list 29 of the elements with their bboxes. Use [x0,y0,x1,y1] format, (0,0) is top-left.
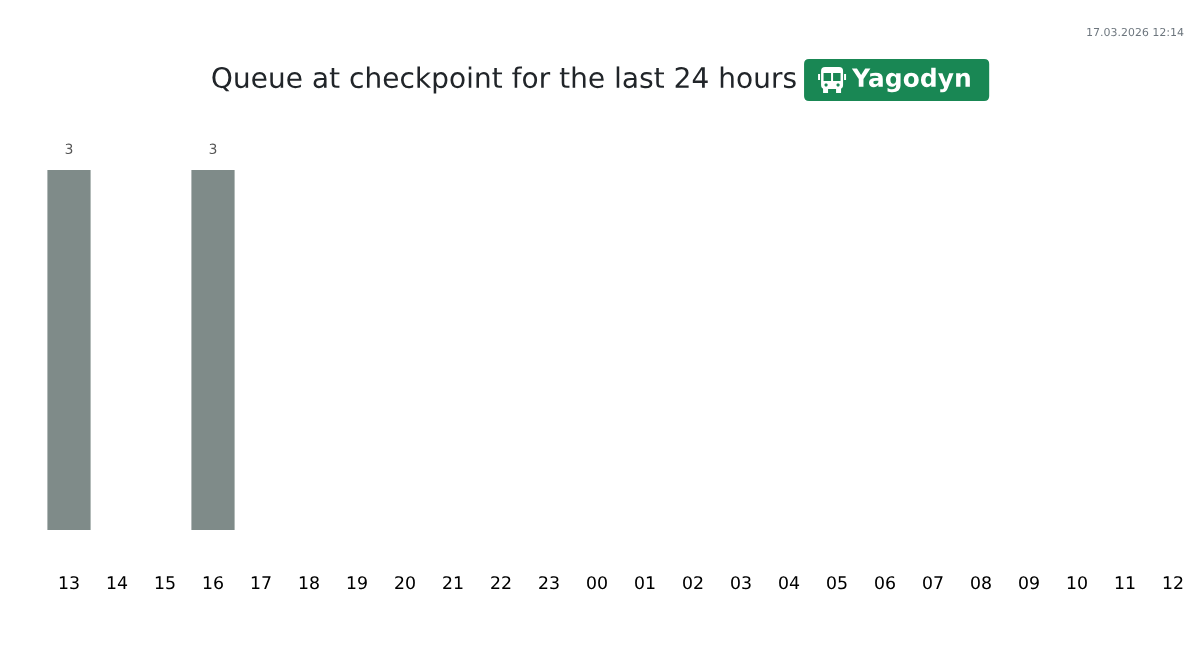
x-tick-label: 05 [827,576,847,590]
x-tick-label: 04 [779,576,800,590]
text: 17.03.2026 12:14 [1087,27,1184,37]
x-tick-label: 09 [1019,576,1039,590]
data-label: 3 [65,143,73,155]
x-tick-label: 08 [971,576,991,590]
x-tick-label: 17 [251,576,271,590]
x-tick-label: 12 [1163,576,1183,590]
chart-subtitle: Yagodyn [851,67,970,93]
x-tick-label: 18 [299,576,319,590]
x-tick-label: 02 [683,576,703,590]
x-tick-label: 20 [395,576,415,590]
x-tick-label: 10 [1067,576,1087,590]
x-tick-label: 07 [923,576,943,590]
x-tick-label: 19 [347,576,367,590]
chart-title: Queue at checkpoint for the last 24 hours [212,66,796,94]
x-tick-label: 06 [875,576,895,590]
x-tick-label: 11 [1115,576,1135,590]
x-tick-label: 14 [107,576,128,590]
x-tick-label: 15 [155,576,175,590]
data-label: 3 [209,143,217,155]
x-tick-label: 01 [635,576,655,590]
x-tick-label: 00 [587,576,607,590]
x-tick-label: 22 [491,576,511,590]
x-tick-label: 21 [443,576,463,590]
x-tick-label: 03 [731,576,751,590]
x-tick-label: 23 [539,576,559,590]
x-tick-label: 13 [59,576,79,590]
x-tick-label: 16 [203,576,223,590]
